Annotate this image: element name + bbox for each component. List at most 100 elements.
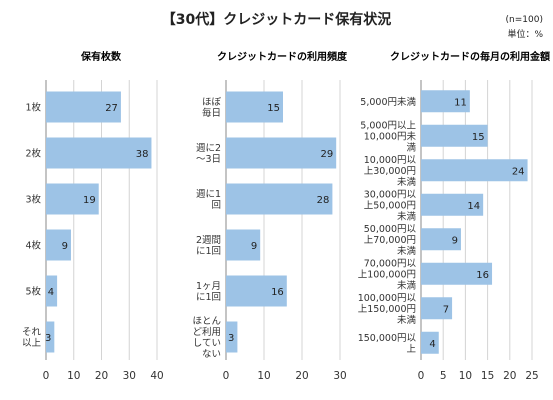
chart-3-data-label: 14 — [467, 201, 480, 212]
chart-2-category-label: 週に2 ～3日 — [196, 142, 221, 165]
chart-2-category-label: ほぼ毎日 — [202, 97, 222, 119]
category-label-line: 150,000円以 — [358, 333, 417, 344]
chart-3-category-label: 10,000円以上30,000円未満 — [364, 155, 417, 188]
chart-2-tick-label: 0 — [223, 370, 230, 382]
category-label-line: 未満 — [397, 245, 417, 257]
chart-3-tick-label: 5 — [440, 370, 447, 382]
category-label-line: 未満 — [397, 176, 417, 188]
category-label-line: に1回 — [196, 292, 221, 303]
category-label-line: 4枚 — [25, 240, 41, 252]
chart-3-tick-label: 10 — [459, 370, 472, 382]
chart-1-tick-label: 40 — [150, 370, 163, 382]
category-label-line: 回 — [211, 200, 221, 211]
chart-1-title: 保有枚数 — [80, 50, 122, 63]
category-label-line: 週に1 — [196, 188, 221, 200]
category-label-line: 1ヶ月 — [196, 281, 221, 292]
chart-1-category-label: 5枚 — [25, 286, 41, 298]
chart-3-tick-label: 15 — [481, 370, 494, 382]
chart-3-title: クレジットカードの毎月の利用金額 — [390, 50, 550, 63]
chart-2-data-label: 15 — [267, 103, 280, 114]
chart-3-data-label: 7 — [443, 304, 449, 315]
chart-3-category-label: 5,000円未満 — [360, 96, 416, 108]
chart-2-data-label: 29 — [320, 149, 333, 160]
chart-1-tick-label: 10 — [67, 370, 80, 382]
chart-2-data-label: 16 — [271, 287, 284, 298]
category-label-line: 2枚 — [25, 148, 41, 160]
chart-1-category-label: それ以上 — [22, 327, 42, 349]
chart-2-category-label: 1ヶ月に1回 — [196, 281, 221, 303]
category-label-line: 未満 — [397, 279, 417, 291]
category-label-line: に1回 — [196, 246, 221, 257]
category-label-line: それ — [22, 327, 42, 338]
chart-1-category-label: 4枚 — [25, 240, 41, 252]
chart-3-tick-label: 25 — [525, 370, 538, 382]
chart-1-category-label: 3枚 — [25, 194, 41, 206]
category-label-line: 週に2 — [196, 142, 221, 154]
chart-1-data-label: 4 — [48, 287, 54, 298]
chart-3-data-label: 16 — [476, 270, 489, 281]
chart-1-data-label: 27 — [105, 103, 118, 114]
chart-1-tick-label: 20 — [95, 370, 108, 382]
category-label-line: 10,000円以 — [364, 155, 417, 166]
category-label-line: ど利用 — [192, 326, 221, 338]
category-label-line: ～3日 — [196, 154, 221, 165]
category-label-line: 上100,000円 — [358, 269, 416, 280]
chart-3-data-label: 9 — [452, 235, 458, 246]
chart-2-category-label: ほとんど利用していない — [192, 316, 221, 360]
chart-1-data-label: 19 — [83, 195, 96, 206]
chart-2-title: クレジットカードの利用頻度 — [217, 50, 348, 63]
category-label-line: 50,000円以 — [364, 224, 417, 235]
chart-3-tick-label: 0 — [418, 370, 425, 382]
chart-2-data-label: 3 — [228, 333, 234, 344]
chart-1-category-label: 1枚 — [25, 102, 41, 114]
category-label-line: 5,000円未満 — [360, 96, 416, 108]
chart-1-data-label: 3 — [45, 333, 51, 344]
category-label-line: 2週間 — [196, 234, 221, 246]
category-label-line: 1枚 — [25, 102, 41, 114]
category-label-line: 5枚 — [25, 286, 41, 298]
category-label-line: 未満 — [397, 314, 417, 326]
chart-2-category-label: 2週間に1回 — [196, 234, 221, 257]
category-label-line: 上 — [406, 344, 416, 355]
chart-2-tick-label: 20 — [295, 370, 308, 382]
chart-1-data-label: 9 — [62, 241, 68, 252]
category-label-line: してい — [193, 338, 221, 349]
chart-2-category-label: 週に1 回 — [196, 188, 221, 211]
category-label-line: 70,000円以 — [364, 258, 417, 269]
chart-2-data-label: 28 — [317, 195, 330, 206]
chart-3-category-label: 50,000円以上70,000円未満 — [364, 224, 417, 257]
chart-1-tick-label: 0 — [43, 370, 50, 382]
category-label-line: ほぼ — [202, 97, 222, 108]
chart-2-tick-label: 10 — [257, 370, 270, 382]
category-label-line: 以上 — [22, 338, 42, 349]
category-label-line: 未満 — [397, 210, 417, 222]
category-label-line: 3枚 — [25, 194, 41, 206]
chart-3-category-label: 150,000円以上 — [358, 333, 417, 355]
category-label-line: 5,000円以上 — [360, 120, 416, 131]
category-label-line: 30,000円以 — [364, 189, 417, 200]
chart-3-tick-label: 20 — [503, 370, 516, 382]
chart-3-data-label: 15 — [472, 132, 485, 143]
chart-1-data-label: 38 — [136, 149, 149, 160]
chart-2-tick-label: 30 — [333, 370, 346, 382]
category-label-line: 毎日 — [202, 107, 221, 119]
category-label-line: 10,000円未 — [364, 130, 417, 142]
chart-3-category-label: 5,000円以上 10,000円未満 — [360, 120, 416, 153]
category-label-line: 上70,000円 — [364, 235, 416, 246]
category-label-line: 上150,000円 — [358, 304, 416, 315]
category-label-line: 上30,000円 — [364, 166, 416, 177]
chart-3-category-label: 70,000円以上100,000円未満 — [358, 258, 417, 291]
chart-3-data-label: 11 — [454, 97, 467, 108]
category-label-line: ほとん — [192, 316, 221, 327]
chart-2-data-label: 9 — [251, 241, 257, 252]
category-label-line: 上50,000円 — [364, 200, 416, 211]
category-label-line: ない — [202, 349, 221, 360]
chart-1-tick-label: 30 — [123, 370, 136, 382]
chart-1-category-label: 2枚 — [25, 148, 41, 160]
chart-3-category-label: 100,000円以上150,000円未満 — [358, 293, 417, 326]
chart-3-category-label: 30,000円以上50,000円未満 — [364, 189, 417, 222]
chart-3-data-label: 24 — [512, 166, 525, 177]
category-label-line: 100,000円以 — [358, 293, 417, 304]
category-label-line: 満 — [406, 142, 416, 153]
